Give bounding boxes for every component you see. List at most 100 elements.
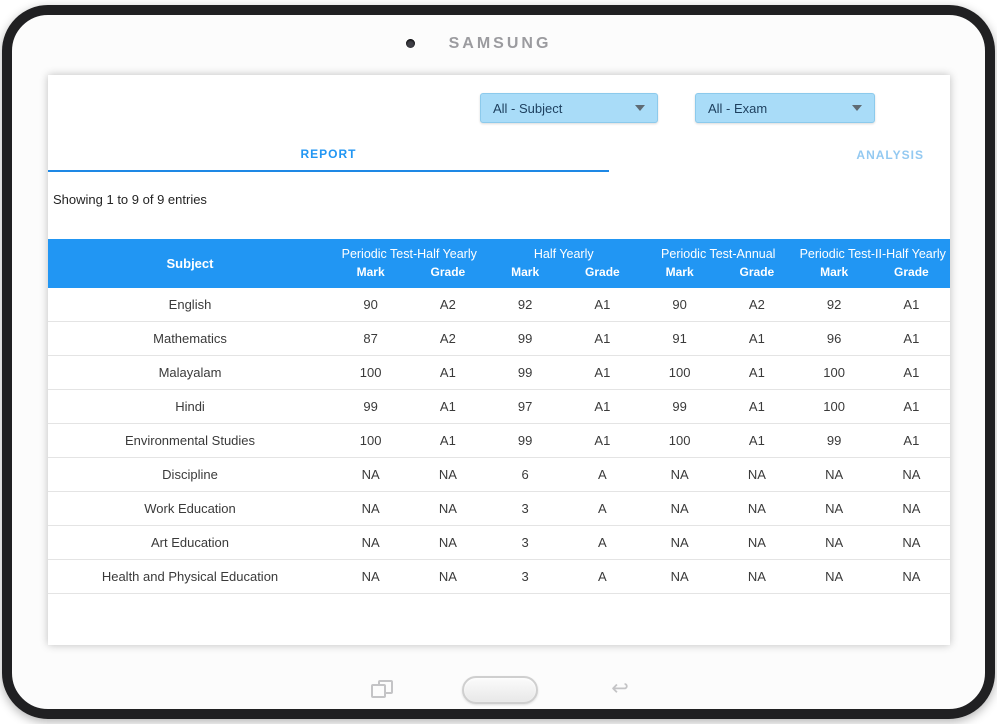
tab-analysis[interactable]: ANALYSIS: [856, 148, 924, 162]
grade-cell: A2: [409, 288, 487, 323]
group-header-periodic-test-half-yearly: Periodic Test-Half Yearly: [332, 239, 487, 263]
subject-filter-value: All - Subject: [493, 100, 563, 116]
mark-column-header: Mark: [795, 262, 873, 289]
subject-cell: Hindi: [48, 389, 332, 425]
table-header: Subject Periodic Test-Half Yearly Half Y…: [48, 239, 950, 289]
table-row: Art Education NA NA 3 A NA NA NA NA: [48, 525, 950, 561]
mark-cell: 100: [641, 423, 719, 459]
grade-cell: NA: [872, 491, 950, 527]
subject-cell: English: [48, 288, 332, 323]
tab-bar: REPORT ANALYSIS: [48, 138, 950, 172]
grade-cell: A1: [718, 389, 796, 425]
mark-cell: 100: [332, 423, 410, 459]
table-row: Health and Physical Education NA NA 3 A NA NA N…: [48, 559, 950, 595]
table-row: Mathematics 87 A2 99 A1 91 A1 96 A1: [48, 321, 950, 357]
table-row: Discipline NA NA 6 A NA NA NA NA: [48, 457, 950, 493]
grade-column-header: Grade: [563, 262, 641, 289]
subject-cell: Work Education: [48, 491, 332, 527]
mark-cell: 99: [641, 389, 719, 425]
app-screen: All - Subject All - Exam REPORT ANALYSIS…: [48, 75, 950, 645]
mark-cell: 3: [486, 525, 564, 561]
entries-status: Showing 1 to 9 of 9 entries: [53, 192, 207, 207]
grade-column-header: Grade: [718, 262, 796, 289]
mark-cell: 99: [332, 389, 410, 425]
group-header-periodic-test-ii-half-yearly: Periodic Test-II-Half Yearly: [795, 239, 950, 263]
mark-cell: 92: [486, 288, 564, 323]
grade-column-header: Grade: [872, 262, 950, 289]
mark-cell: NA: [332, 457, 410, 493]
mark-cell: NA: [795, 559, 873, 595]
report-table-body: English 90 A2 92 A1 90 A2 92 A1 Mathematics 87 A2 99…: [48, 288, 950, 595]
mark-cell: 91: [641, 321, 719, 357]
grade-cell: NA: [409, 491, 487, 527]
subject-column-header: Subject: [48, 239, 332, 289]
grade-cell: A1: [718, 423, 796, 459]
table-row: Work Education NA NA 3 A NA NA NA NA: [48, 491, 950, 527]
mark-column-header: Mark: [486, 262, 564, 289]
grade-cell: A1: [872, 389, 950, 425]
grade-cell: A1: [718, 355, 796, 391]
grade-cell: A1: [872, 423, 950, 459]
back-arrow-icon: ↩: [611, 677, 629, 700]
grade-cell: A1: [563, 321, 641, 357]
grade-cell: NA: [718, 457, 796, 493]
mark-cell: 97: [486, 389, 564, 425]
mark-cell: 100: [795, 355, 873, 391]
mark-cell: 99: [486, 355, 564, 391]
grade-cell: A2: [718, 288, 796, 323]
grade-cell: NA: [872, 457, 950, 493]
mark-cell: 99: [795, 423, 873, 459]
mark-cell: 100: [795, 389, 873, 425]
mark-column-header: Mark: [641, 262, 719, 289]
grade-cell: A1: [872, 355, 950, 391]
mark-cell: NA: [641, 457, 719, 493]
mark-cell: 3: [486, 559, 564, 595]
mark-cell: 87: [332, 321, 410, 357]
report-table: Subject Periodic Test-Half Yearly Half Y…: [48, 239, 950, 595]
subject-cell: Mathematics: [48, 321, 332, 357]
table-row: Hindi 99 A1 97 A1 99 A1 100 A1: [48, 389, 950, 425]
exam-filter-value: All - Exam: [708, 100, 768, 116]
recent-apps-button[interactable]: [371, 680, 393, 698]
mark-cell: 100: [332, 355, 410, 391]
home-button[interactable]: [462, 676, 538, 704]
subject-cell: Malayalam: [48, 355, 332, 391]
mark-cell: NA: [332, 559, 410, 595]
front-camera-dot: [406, 39, 415, 48]
samsung-logo: SAMSUNG: [448, 35, 552, 52]
recent-apps-icon: [371, 684, 386, 698]
grade-cell: A: [563, 525, 641, 561]
exam-filter-dropdown[interactable]: All - Exam: [695, 93, 875, 123]
group-header-periodic-test-annual: Periodic Test-Annual: [641, 239, 796, 263]
grade-cell: NA: [409, 457, 487, 493]
mark-cell: 96: [795, 321, 873, 357]
subject-cell: Art Education: [48, 525, 332, 561]
table-row: English 90 A2 92 A1 90 A2 92 A1: [48, 288, 950, 323]
grade-cell: A1: [563, 423, 641, 459]
mark-cell: 100: [641, 355, 719, 391]
chevron-down-icon: [635, 105, 645, 111]
table-row: Malayalam 100 A1 99 A1 100 A1 100 A1: [48, 355, 950, 391]
subject-cell: Health and Physical Education: [48, 559, 332, 595]
subject-cell: Environmental Studies: [48, 423, 332, 459]
mark-cell: 99: [486, 423, 564, 459]
tab-report[interactable]: REPORT: [48, 138, 609, 172]
grade-cell: A1: [872, 321, 950, 357]
mark-cell: 6: [486, 457, 564, 493]
mark-cell: NA: [332, 525, 410, 561]
mark-cell: NA: [795, 457, 873, 493]
mark-cell: NA: [795, 525, 873, 561]
grade-cell: A: [563, 559, 641, 595]
grade-cell: A2: [409, 321, 487, 357]
grade-cell: A1: [409, 389, 487, 425]
grade-cell: A1: [872, 288, 950, 323]
subject-filter-dropdown[interactable]: All - Subject: [480, 93, 658, 123]
grade-cell: NA: [718, 491, 796, 527]
grade-cell: NA: [872, 525, 950, 561]
mark-cell: NA: [641, 559, 719, 595]
back-button[interactable]: ↩: [607, 677, 633, 703]
grade-cell: A1: [718, 321, 796, 357]
grade-cell: A: [563, 491, 641, 527]
mark-cell: 99: [486, 321, 564, 357]
